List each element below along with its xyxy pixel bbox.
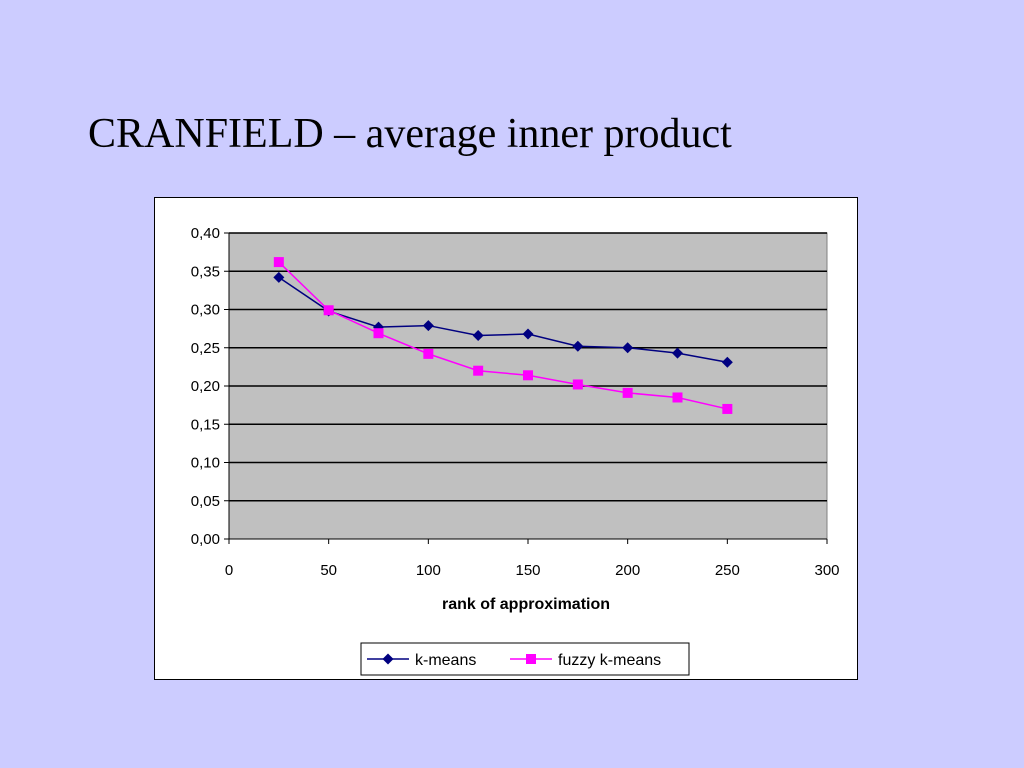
x-tick-label: 150 — [515, 562, 540, 579]
y-tick-label: 0,00 — [191, 531, 220, 548]
y-tick-label: 0,35 — [191, 263, 220, 280]
data-point — [422, 320, 434, 332]
series-fuzzy-k-means — [273, 257, 733, 414]
data-point — [472, 330, 484, 342]
data-point — [572, 340, 584, 352]
data-point — [672, 347, 683, 359]
data-point — [722, 403, 733, 414]
x-tick-label: 300 — [814, 562, 839, 579]
legend-label: fuzzy k-means — [558, 652, 661, 669]
y-tick-label: 0,20 — [191, 378, 220, 395]
legend: k-means fuzzy k-means — [360, 642, 690, 676]
data-point — [273, 257, 284, 268]
series-line — [278, 276, 728, 364]
x-axis-label: rank of approximation — [442, 596, 610, 613]
x-axis-ticks: 0 50 100 150 200 250 300 — [225, 539, 840, 579]
chart-frame: 0,00 0,05 0,10 0,15 0,20 0,25 0,30 0,35 0,40 0 50… — [154, 197, 858, 680]
legend-entry: k-means — [367, 652, 476, 669]
data-point — [622, 387, 633, 398]
data-point — [323, 305, 334, 316]
legend-entry: fuzzy k-means — [510, 652, 661, 669]
slide-title: CRANFIELD – average inner product — [88, 111, 732, 157]
x-tick-label: 250 — [715, 562, 740, 579]
series-line — [278, 261, 728, 410]
y-tick-label: 0,40 — [191, 225, 220, 242]
x-tick-label: 50 — [320, 562, 337, 579]
x-tick-label: 100 — [416, 562, 441, 579]
data-point — [423, 348, 434, 359]
y-axis-ticks: 0,00 0,05 0,10 0,15 0,20 0,25 0,30 0,35 0,40 — [191, 225, 229, 548]
data-point — [622, 342, 634, 354]
legend-marker — [382, 653, 394, 665]
legend-marker — [526, 654, 536, 664]
data-point — [572, 379, 583, 390]
series-layer — [273, 257, 733, 414]
x-tick-label: 0 — [225, 562, 233, 579]
y-tick-label: 0,25 — [191, 340, 220, 357]
y-tick-label: 0,10 — [191, 455, 220, 472]
y-tick-label: 0,05 — [191, 493, 220, 510]
data-point — [473, 365, 484, 376]
line-chart: 0,00 0,05 0,10 0,15 0,20 0,25 0,30 0,35 0,40 0 50… — [191, 225, 840, 676]
y-tick-label: 0,15 — [191, 416, 220, 433]
data-point — [721, 356, 733, 368]
data-point — [672, 392, 683, 403]
gridlines — [229, 232, 827, 502]
legend-label: k-means — [415, 652, 476, 669]
data-point — [523, 370, 533, 381]
data-point — [373, 328, 384, 339]
data-point — [273, 271, 285, 283]
x-tick-label: 200 — [615, 562, 640, 579]
y-tick-label: 0,30 — [191, 302, 220, 319]
data-point — [522, 328, 534, 340]
